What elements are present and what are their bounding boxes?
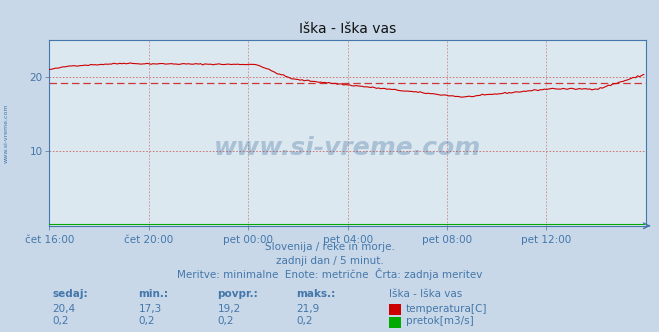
- Text: 0,2: 0,2: [138, 316, 155, 326]
- Text: zadnji dan / 5 minut.: zadnji dan / 5 minut.: [275, 256, 384, 266]
- Text: 0,2: 0,2: [297, 316, 313, 326]
- Text: Slovenija / reke in morje.: Slovenija / reke in morje.: [264, 242, 395, 252]
- Text: 20,4: 20,4: [53, 304, 76, 314]
- Text: 17,3: 17,3: [138, 304, 161, 314]
- Text: Meritve: minimalne  Enote: metrične  Črta: zadnja meritev: Meritve: minimalne Enote: metrične Črta:…: [177, 268, 482, 280]
- Text: 0,2: 0,2: [53, 316, 69, 326]
- Text: www.si-vreme.com: www.si-vreme.com: [4, 103, 9, 163]
- Text: povpr.:: povpr.:: [217, 289, 258, 299]
- Text: Iška - Iška vas: Iška - Iška vas: [389, 289, 462, 299]
- Title: Iška - Iška vas: Iška - Iška vas: [299, 22, 396, 36]
- Text: min.:: min.:: [138, 289, 169, 299]
- Text: 21,9: 21,9: [297, 304, 320, 314]
- Text: maks.:: maks.:: [297, 289, 336, 299]
- Text: pretok[m3/s]: pretok[m3/s]: [406, 316, 474, 326]
- Text: 0,2: 0,2: [217, 316, 234, 326]
- Text: temperatura[C]: temperatura[C]: [406, 304, 488, 314]
- Text: 19,2: 19,2: [217, 304, 241, 314]
- Text: www.si-vreme.com: www.si-vreme.com: [214, 136, 481, 160]
- Text: sedaj:: sedaj:: [53, 289, 88, 299]
